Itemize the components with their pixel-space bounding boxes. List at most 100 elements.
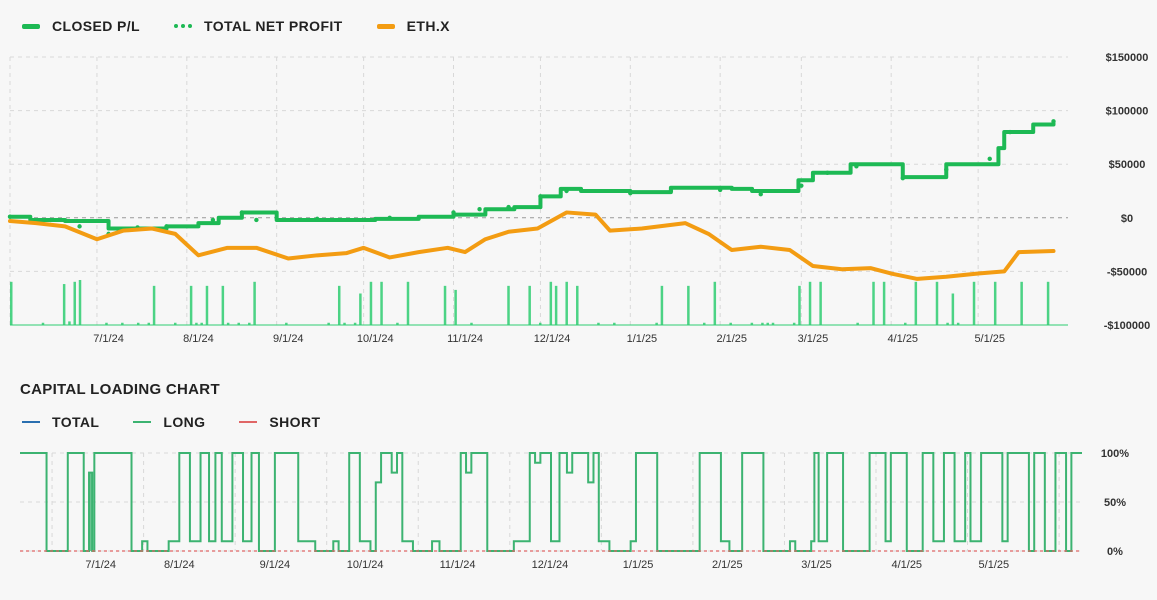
- volume-bar: [554, 285, 558, 325]
- x-tick-label: 12/1/24: [534, 333, 571, 345]
- total-net-profit-point: [944, 167, 949, 172]
- volume-bar: [655, 322, 658, 325]
- volume-bar: [200, 322, 203, 325]
- total-net-profit-point: [1051, 119, 1056, 124]
- total-net-profit-point: [628, 190, 633, 196]
- total-net-profit-point: [854, 164, 859, 169]
- x-tick-label: 3/1/25: [801, 559, 832, 571]
- volume-bar: [565, 281, 568, 325]
- x-tick-label: 4/1/25: [891, 559, 922, 571]
- total-net-profit-point: [825, 170, 830, 175]
- volume-bar: [152, 285, 156, 325]
- volume-bar: [507, 285, 510, 325]
- x-tick-label: 5/1/25: [974, 333, 1005, 345]
- total-swatch-icon: [22, 421, 40, 423]
- long-line: [20, 452, 1082, 552]
- legend-total[interactable]: TOTAL: [22, 414, 99, 430]
- volume-bar: [872, 281, 875, 325]
- y-tick-label: 0%: [1107, 546, 1123, 558]
- volume-bar: [549, 281, 553, 325]
- volume-bar: [78, 280, 82, 325]
- x-tick-label: 10/1/24: [357, 333, 394, 345]
- legend-eth[interactable]: ETH.X: [376, 18, 450, 34]
- volume-bar: [406, 281, 410, 325]
- capital-loading-chart[interactable]: 7/1/24 8/1/24 9/1/24 10/1/24 11/1/24 12/1/24 1…: [0, 440, 1157, 600]
- legend-total-label: TOTAL: [52, 414, 100, 430]
- volume-bar: [935, 281, 939, 325]
- legend-long-label: LONG: [163, 414, 206, 430]
- volume-bar: [237, 322, 240, 325]
- volume-bar: [396, 322, 399, 325]
- volume-bar: [819, 281, 822, 325]
- volume-bar: [41, 322, 45, 325]
- x-tick-label: 3/1/25: [798, 333, 829, 345]
- eth-swatch-icon: [376, 23, 395, 29]
- legend-closed-pl[interactable]: CLOSED P/L: [22, 18, 140, 34]
- eth-x-line: [8, 210, 1056, 281]
- x-tick-label: 9/1/24: [273, 333, 304, 345]
- legend-total-net-profit[interactable]: TOTAL NET PROFIT: [174, 18, 343, 34]
- x-tick-label: 7/1/24: [93, 333, 124, 345]
- x-tick-label: 4/1/25: [887, 333, 918, 345]
- total-net-profit-point: [900, 175, 905, 181]
- total-net-profit-point: [668, 188, 674, 194]
- volume-bar: [882, 281, 886, 325]
- legend-long[interactable]: LONG: [133, 414, 205, 430]
- volume-bar: [761, 322, 764, 325]
- volume-bar: [68, 321, 71, 325]
- volume-bar: [972, 281, 976, 325]
- volume-bar: [253, 281, 256, 325]
- total-net-profit-point: [477, 207, 482, 212]
- volume-bar: [1046, 281, 1050, 325]
- total-net-profit-point: [717, 187, 723, 193]
- volume-bar: [702, 322, 706, 325]
- total-net-profit-point: [987, 156, 992, 162]
- volume-bar: [528, 285, 531, 325]
- x-tick-label: 11/1/24: [440, 559, 476, 571]
- legend-short[interactable]: SHORT: [239, 414, 320, 430]
- volume-bar: [343, 322, 346, 325]
- volume-bar: [195, 322, 198, 325]
- volume-bar: [750, 322, 754, 325]
- volume-bar: [687, 285, 690, 325]
- pl-chart[interactable]: 7/1/24 8/1/24 9/1/24 10/1/24 11/1/24 12/1/24 1…: [0, 0, 1157, 350]
- total-net-profit-point: [1007, 129, 1013, 135]
- volume-bar: [105, 322, 108, 325]
- volume-bar: [359, 293, 362, 325]
- x-tick-label: 9/1/24: [260, 559, 291, 571]
- volume-bar: [771, 322, 775, 325]
- x-tick-label: 8/1/24: [183, 333, 214, 345]
- volume-bar: [993, 281, 997, 325]
- x-tick-label: 10/1/24: [347, 559, 384, 571]
- x-tick-label: 1/1/25: [623, 559, 654, 571]
- total-net-profit-point: [387, 215, 392, 220]
- x-tick-label: 2/1/25: [716, 333, 747, 345]
- volume-bar: [956, 322, 960, 325]
- volume-bar: [713, 281, 717, 325]
- volume-bar: [205, 285, 209, 325]
- volume-bar: [808, 281, 812, 325]
- x-tick-label: 7/1/24: [85, 559, 116, 571]
- total-net-profit-point: [48, 217, 53, 223]
- x-tick-label: 11/1/24: [447, 333, 483, 345]
- volume-bar: [766, 322, 769, 325]
- total-net-profit-point: [210, 217, 216, 223]
- volume-bar: [248, 322, 251, 325]
- y-tick-label: $50000: [1109, 159, 1146, 171]
- volume-bar: [327, 322, 330, 325]
- total-net-profit-point: [538, 194, 543, 199]
- y-tick-label: 100%: [1101, 448, 1129, 460]
- x-tick-label: 12/1/24: [532, 559, 569, 571]
- volume-bar: [792, 322, 796, 325]
- volume-bar: [189, 285, 193, 325]
- volume-bar: [353, 322, 357, 325]
- total-net-profit-point: [254, 217, 259, 223]
- volume-bar: [539, 322, 542, 325]
- total-net-profit-point: [164, 224, 169, 229]
- capital-chart-legend: TOTAL LONG SHORT: [22, 414, 354, 430]
- volume-bar: [454, 289, 457, 325]
- volume-bar: [147, 322, 151, 325]
- total-net-profit-point: [506, 204, 511, 210]
- volume-bar: [285, 322, 288, 325]
- total-net-profit-point: [758, 192, 763, 197]
